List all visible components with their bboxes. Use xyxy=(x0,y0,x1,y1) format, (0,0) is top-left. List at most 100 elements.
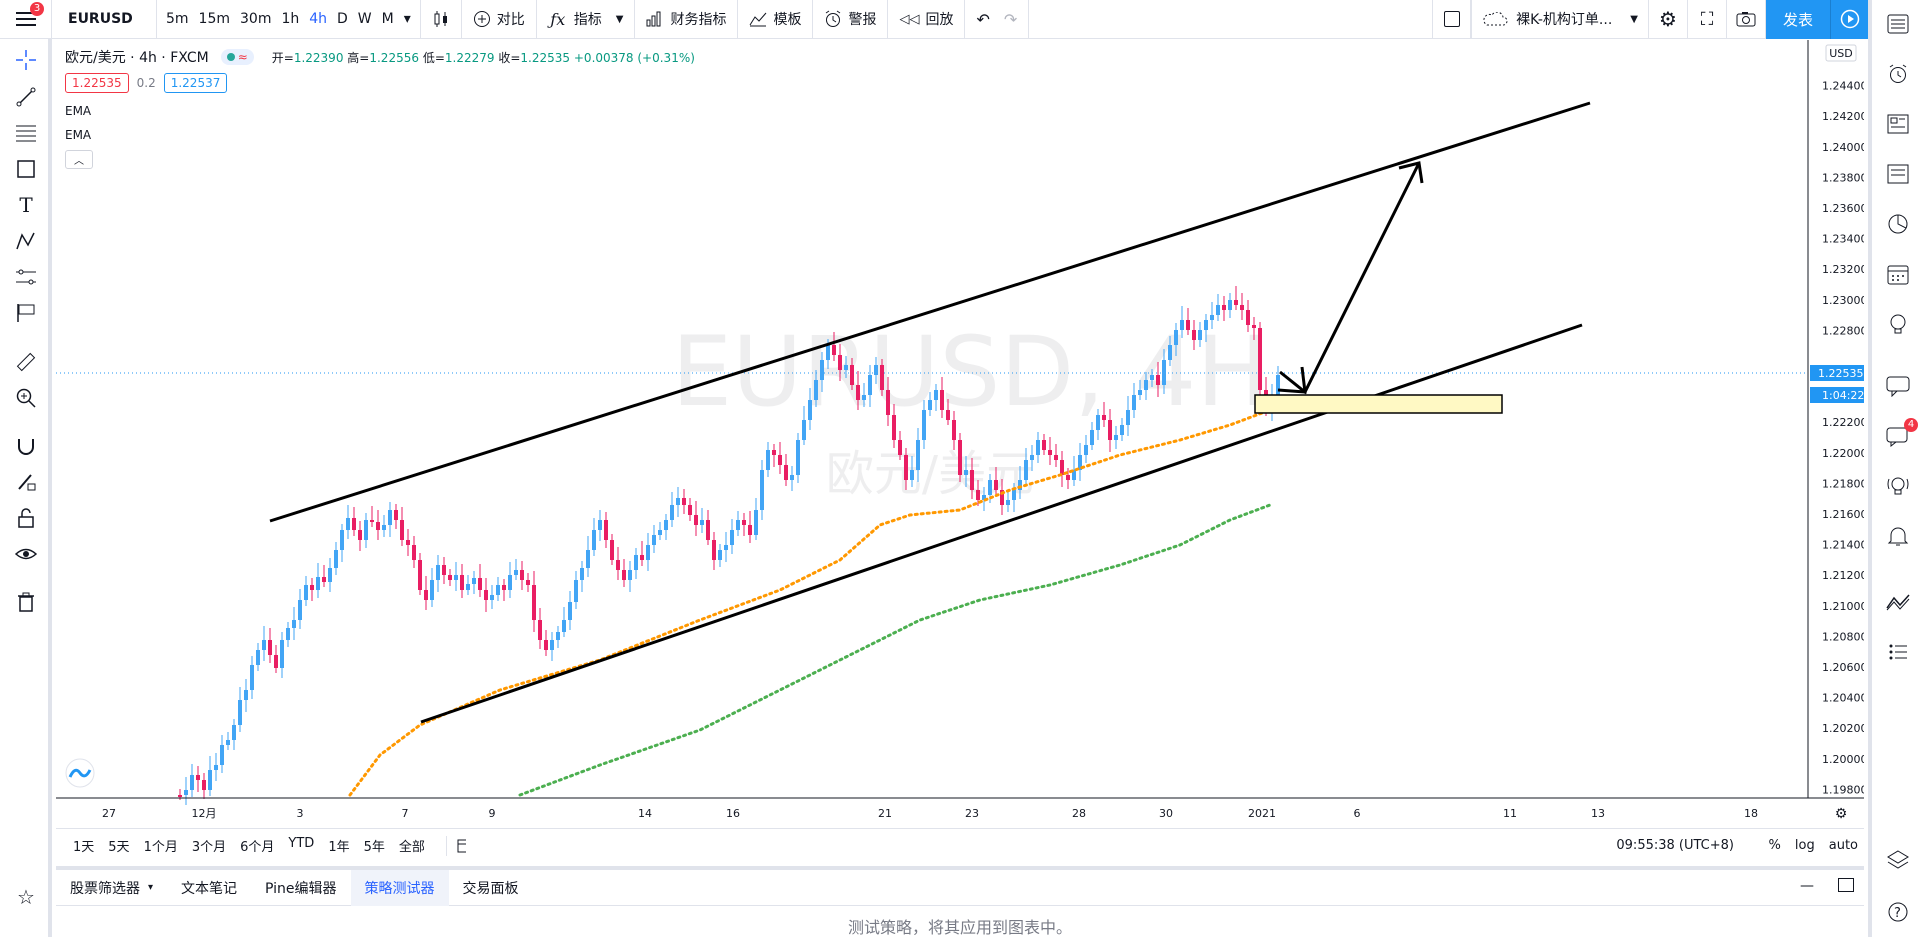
panel-tab[interactable]: 文本笔记 xyxy=(181,880,238,897)
auto-scale-toggle[interactable]: auto xyxy=(1828,838,1858,853)
candle-body xyxy=(856,385,860,400)
chart-type-button[interactable] xyxy=(421,0,462,39)
fib-tool[interactable] xyxy=(13,120,39,146)
range-button[interactable]: 5年 xyxy=(363,840,385,855)
range-button[interactable]: 全部 xyxy=(398,840,425,855)
price-chart[interactable]: EURUSD, 4H 欧元/美元 1.244001.242001.240001.… xyxy=(56,40,1864,828)
alert-button[interactable]: 警报 xyxy=(813,0,889,39)
price-tick-label: 1.21400 xyxy=(1822,539,1864,552)
demand-zone-rectangle[interactable] xyxy=(1254,394,1503,414)
redo-icon[interactable]: ↷ xyxy=(1003,9,1018,29)
indicator-ema-1[interactable]: EMA xyxy=(65,104,92,118)
templates-button[interactable]: 模板 xyxy=(738,0,814,39)
panel-tab[interactable]: Pine编辑器 xyxy=(265,880,337,897)
streams-button[interactable] xyxy=(1884,372,1912,400)
crosshair-tool[interactable] xyxy=(13,47,39,73)
compare-button[interactable]: 对比 xyxy=(462,0,537,39)
interval-M[interactable]: M xyxy=(381,11,394,27)
replay-button[interactable]: ◁◁ 回放 xyxy=(888,0,966,39)
main-menu-button[interactable]: 3 xyxy=(0,0,52,39)
layers-button[interactable] xyxy=(1884,846,1912,874)
interval-5m[interactable]: 5m xyxy=(166,11,189,27)
time-tick-label: 14 xyxy=(638,807,652,820)
snapshot-button[interactable] xyxy=(1727,0,1766,39)
drawing-mode-tool[interactable] xyxy=(13,469,39,495)
range-button[interactable]: YTD xyxy=(288,836,315,851)
buy-price-button[interactable]: 1.22537 xyxy=(163,73,228,93)
panel-tab[interactable]: 股票筛选器 ▾ xyxy=(56,870,167,906)
chats-button[interactable]: 4 xyxy=(1884,418,1918,450)
calendar-button[interactable] xyxy=(1884,260,1912,288)
alerts-button[interactable] xyxy=(1884,60,1912,88)
magnet-tool[interactable] xyxy=(13,433,39,459)
legend-collapse-button[interactable]: ︿ xyxy=(65,150,93,169)
fullscreen-button[interactable]: ⛶ xyxy=(1688,0,1727,39)
help-button[interactable]: ? xyxy=(1884,898,1912,926)
percent-scale-toggle[interactable]: % xyxy=(1768,838,1781,853)
icon-tool[interactable] xyxy=(13,300,39,326)
market-status-badge[interactable]: ≈ xyxy=(220,49,254,65)
range-button[interactable]: 6个月 xyxy=(240,840,275,855)
notifications-button[interactable] xyxy=(1884,522,1912,550)
indicator-ema-2[interactable]: EMA xyxy=(65,128,92,142)
ideas-stream-button[interactable] xyxy=(1884,472,1912,500)
maximize-icon[interactable] xyxy=(1838,878,1854,892)
panel-tab[interactable]: 交易面板 xyxy=(462,880,519,897)
watchlist-button[interactable] xyxy=(1884,10,1912,38)
undo-icon[interactable]: ↶ xyxy=(976,9,990,29)
layout-selector[interactable]: 裸K-机构订单... ▼ xyxy=(1471,0,1649,39)
measure-tool[interactable] xyxy=(13,349,39,375)
news-button[interactable] xyxy=(1884,110,1912,138)
chevron-down-icon[interactable]: ▾ xyxy=(403,11,411,27)
interval-4h[interactable]: 4h xyxy=(309,11,328,27)
interval-W[interactable]: W xyxy=(357,11,372,27)
channel-lower-trendline[interactable] xyxy=(420,323,1583,724)
hotlist-button[interactable] xyxy=(1884,210,1912,238)
sell-price-button[interactable]: 1.22535 xyxy=(65,73,129,93)
log-scale-toggle[interactable]: log xyxy=(1794,838,1815,853)
interval-D[interactable]: D xyxy=(337,11,348,27)
data-window-button[interactable] xyxy=(1884,160,1912,188)
range-button[interactable]: 1年 xyxy=(328,840,350,855)
text-tool[interactable]: T xyxy=(13,192,39,218)
channel-upper-trendline[interactable] xyxy=(269,101,1591,523)
range-button[interactable]: 5天 xyxy=(108,840,130,855)
range-button[interactable]: 1个月 xyxy=(143,840,178,855)
panel-tab[interactable]: 策略测试器 xyxy=(350,869,449,906)
zoom-tool[interactable] xyxy=(13,385,39,411)
dom-button[interactable] xyxy=(1884,638,1912,666)
timezone-clock[interactable]: 09:55:38 (UTC+8) xyxy=(1616,838,1734,853)
publish-button[interactable]: 发表 xyxy=(1766,0,1830,39)
currency-badge[interactable] xyxy=(1825,44,1857,62)
candle-body xyxy=(304,585,308,600)
publish-video-button[interactable] xyxy=(1830,0,1868,39)
projection-arrow-path[interactable] xyxy=(1279,162,1421,395)
shape-tool[interactable] xyxy=(13,156,39,182)
prediction-tool[interactable] xyxy=(13,264,39,290)
trendline-tool[interactable] xyxy=(13,84,39,110)
interval-1h[interactable]: 1h xyxy=(281,11,300,27)
legend-pair-title[interactable]: 欧元/美元 · 4h · FXCM xyxy=(65,50,209,66)
remove-drawings-tool[interactable] xyxy=(13,589,39,615)
fullscreen-toggle[interactable] xyxy=(1432,0,1472,39)
lock-tool[interactable] xyxy=(13,505,39,531)
financials-button[interactable]: 财务指标 xyxy=(635,0,739,39)
visibility-tool[interactable] xyxy=(13,541,39,567)
interval-30m[interactable]: 30m xyxy=(240,11,272,27)
time-axis[interactable]: 27 12月 3 7 9 14 16 21 23 28 30 2021 6 11 13 18 xyxy=(102,807,1758,820)
time-tick-label: 9 xyxy=(489,807,496,820)
price-axis[interactable]: 1.24400 1.24200 1.24000 1.23800 1.23600 1.234… xyxy=(1822,80,1864,797)
range-button[interactable]: 3个月 xyxy=(191,840,227,855)
interval-15m[interactable]: 15m xyxy=(198,11,230,27)
settings-button[interactable]: ⚙ xyxy=(1649,0,1688,39)
favorites-tool[interactable]: ☆ xyxy=(13,884,39,910)
indicators-button[interactable]: ƒx 指标 ▼ xyxy=(537,0,636,39)
trading-button[interactable] xyxy=(1884,588,1912,616)
pattern-tool[interactable] xyxy=(13,228,39,254)
ideas-button[interactable] xyxy=(1884,310,1912,338)
symbol-search[interactable]: EURUSD xyxy=(52,0,157,39)
minimize-icon[interactable]: — xyxy=(1800,878,1814,894)
chart-settings-gear-icon[interactable]: ⚙ xyxy=(1835,806,1848,822)
goto-date-button[interactable] xyxy=(445,835,466,856)
range-button[interactable]: 1天 xyxy=(73,840,95,855)
